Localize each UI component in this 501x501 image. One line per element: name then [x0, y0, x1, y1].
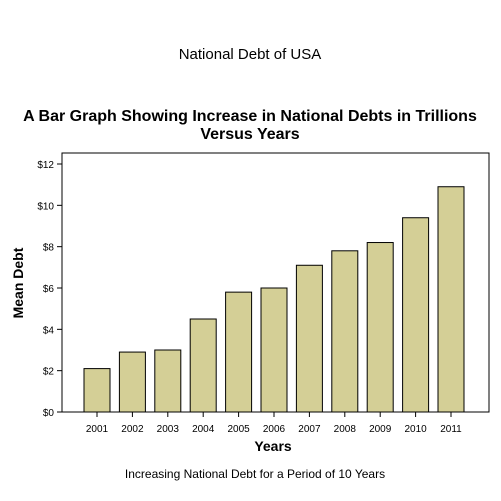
bar — [118, 351, 146, 413]
bar — [225, 291, 253, 413]
chart-subtitle-line-2: Versus Years — [200, 126, 299, 143]
y-tick-label: $10 — [37, 201, 54, 212]
x-tick-label: 2008 — [334, 424, 357, 435]
x-axis-label: Years — [254, 438, 292, 454]
x-tick-label: 2006 — [263, 424, 286, 435]
bar — [402, 217, 430, 413]
x-tick-label: 2009 — [369, 424, 392, 435]
footer-caption: Increasing National Debt for a Period of… — [125, 467, 385, 481]
x-tick-label: 2011 — [440, 424, 462, 435]
y-tick-label: $4 — [43, 325, 55, 336]
bar — [295, 264, 323, 413]
chart-subtitle-line-1: A Bar Graph Showing Increase in National… — [23, 108, 477, 125]
bar — [437, 186, 465, 413]
y-tick-label: $0 — [43, 408, 55, 419]
x-tick-label: 2002 — [121, 424, 144, 435]
x-tick-label: 2007 — [298, 424, 321, 435]
y-axis-label: Mean Debt — [10, 247, 26, 318]
y-tick-label: $6 — [43, 284, 55, 295]
y-tick-label: $2 — [43, 367, 55, 378]
y-axis: $0 $2 $4 $6 $8 $10 $12 — [37, 160, 62, 419]
bar — [189, 318, 217, 413]
bar — [366, 242, 394, 413]
bar — [154, 349, 182, 413]
bar — [260, 287, 288, 413]
x-tick-label: 2010 — [404, 424, 427, 435]
x-tick-label: 2003 — [157, 424, 180, 435]
x-axis: 2001 2002 2003 2004 2005 2006 2007 2008 2009 2010… — [86, 412, 462, 435]
x-tick-label: 2005 — [227, 424, 250, 435]
x-tick-label: 2001 — [86, 424, 109, 435]
x-tick-label: 2004 — [192, 424, 215, 435]
chart-title: National Debt of USA — [179, 46, 322, 63]
bar — [331, 250, 359, 413]
bar-series — [83, 186, 465, 413]
bar — [83, 368, 111, 413]
y-tick-label: $12 — [37, 160, 54, 171]
y-tick-label: $8 — [43, 243, 55, 254]
